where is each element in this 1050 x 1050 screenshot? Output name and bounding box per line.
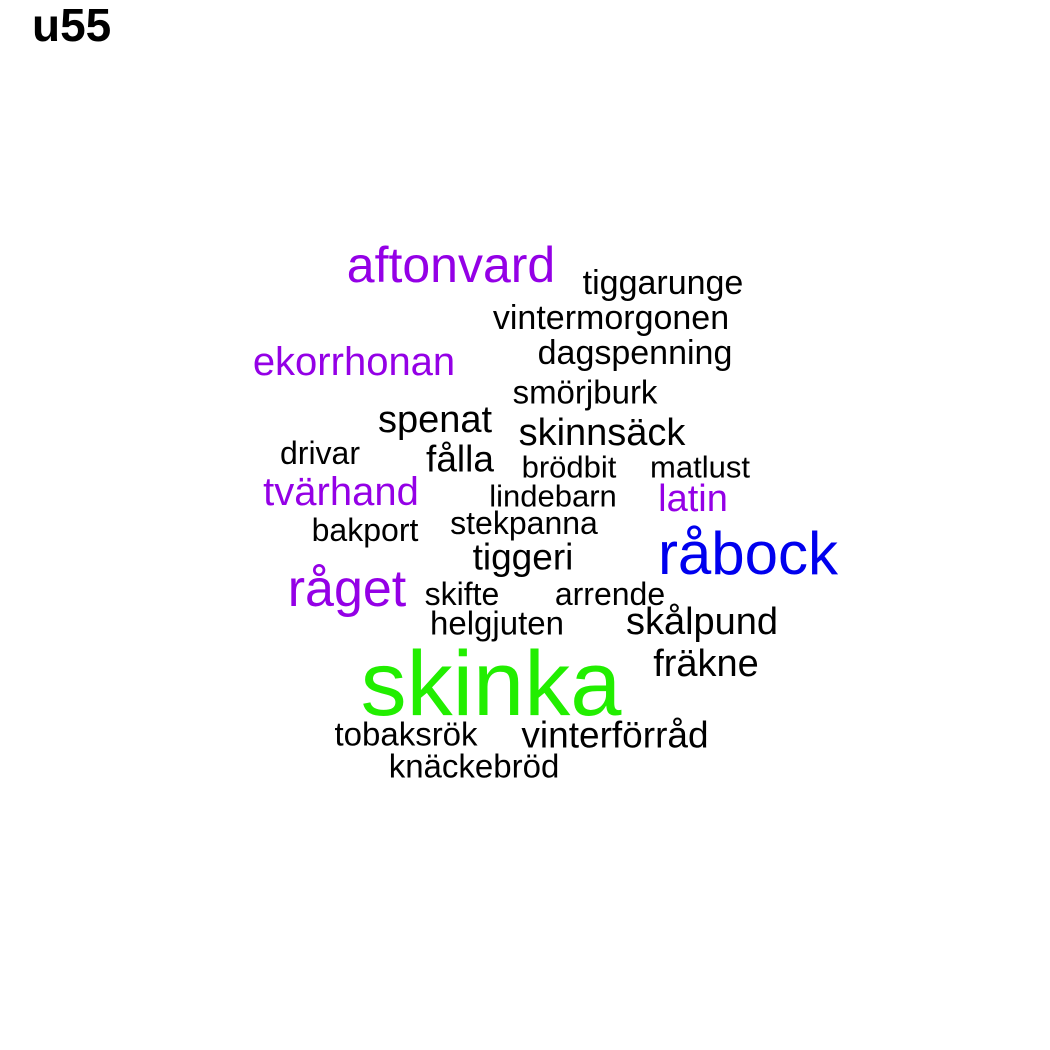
- word-knackebrod: knäckebröd: [388, 747, 560, 785]
- word-skifte: skifte: [424, 576, 500, 612]
- word-tiggeri: tiggeri: [472, 536, 574, 578]
- word-rabock: råbock: [657, 520, 839, 587]
- word-vinterforrad: vinterförråd: [521, 714, 709, 756]
- word-arrende: arrende: [554, 576, 666, 612]
- word-dagspenning: dagspenning: [537, 334, 733, 372]
- word-tiggarunge: tiggarunge: [582, 264, 744, 302]
- page-title: u55: [32, 0, 112, 51]
- word-drivar: drivar: [279, 435, 361, 471]
- word-aftonvard: aftonvard: [346, 237, 556, 293]
- word-smorjburk: smörjburk: [512, 373, 658, 411]
- word-raget: råget: [287, 560, 407, 618]
- word-frakne: fräkne: [653, 643, 759, 685]
- word-falla: fålla: [426, 438, 494, 480]
- word-tvarhand: tvärhand: [263, 470, 419, 514]
- word-ekorrhonan: ekorrhonan: [252, 340, 456, 384]
- word-skinnsack: skinnsäck: [518, 412, 686, 454]
- word-latin: latin: [658, 478, 728, 520]
- word-brodbit: brödbit: [521, 449, 617, 485]
- word-vintermorgonen: vintermorgonen: [492, 299, 730, 337]
- word-lindebarn: lindebarn: [489, 478, 617, 514]
- word-bakport: bakport: [311, 512, 419, 548]
- word-matlust: matlust: [650, 449, 750, 485]
- word-spenat: spenat: [377, 399, 493, 441]
- word-tobaksrok: tobaksrök: [334, 715, 478, 753]
- word-skalpund: skålpund: [625, 601, 779, 643]
- word-helgjuten: helgjuten: [430, 604, 564, 642]
- word-stekpanna: stekpanna: [450, 505, 598, 541]
- word-skinka: skinka: [360, 633, 622, 735]
